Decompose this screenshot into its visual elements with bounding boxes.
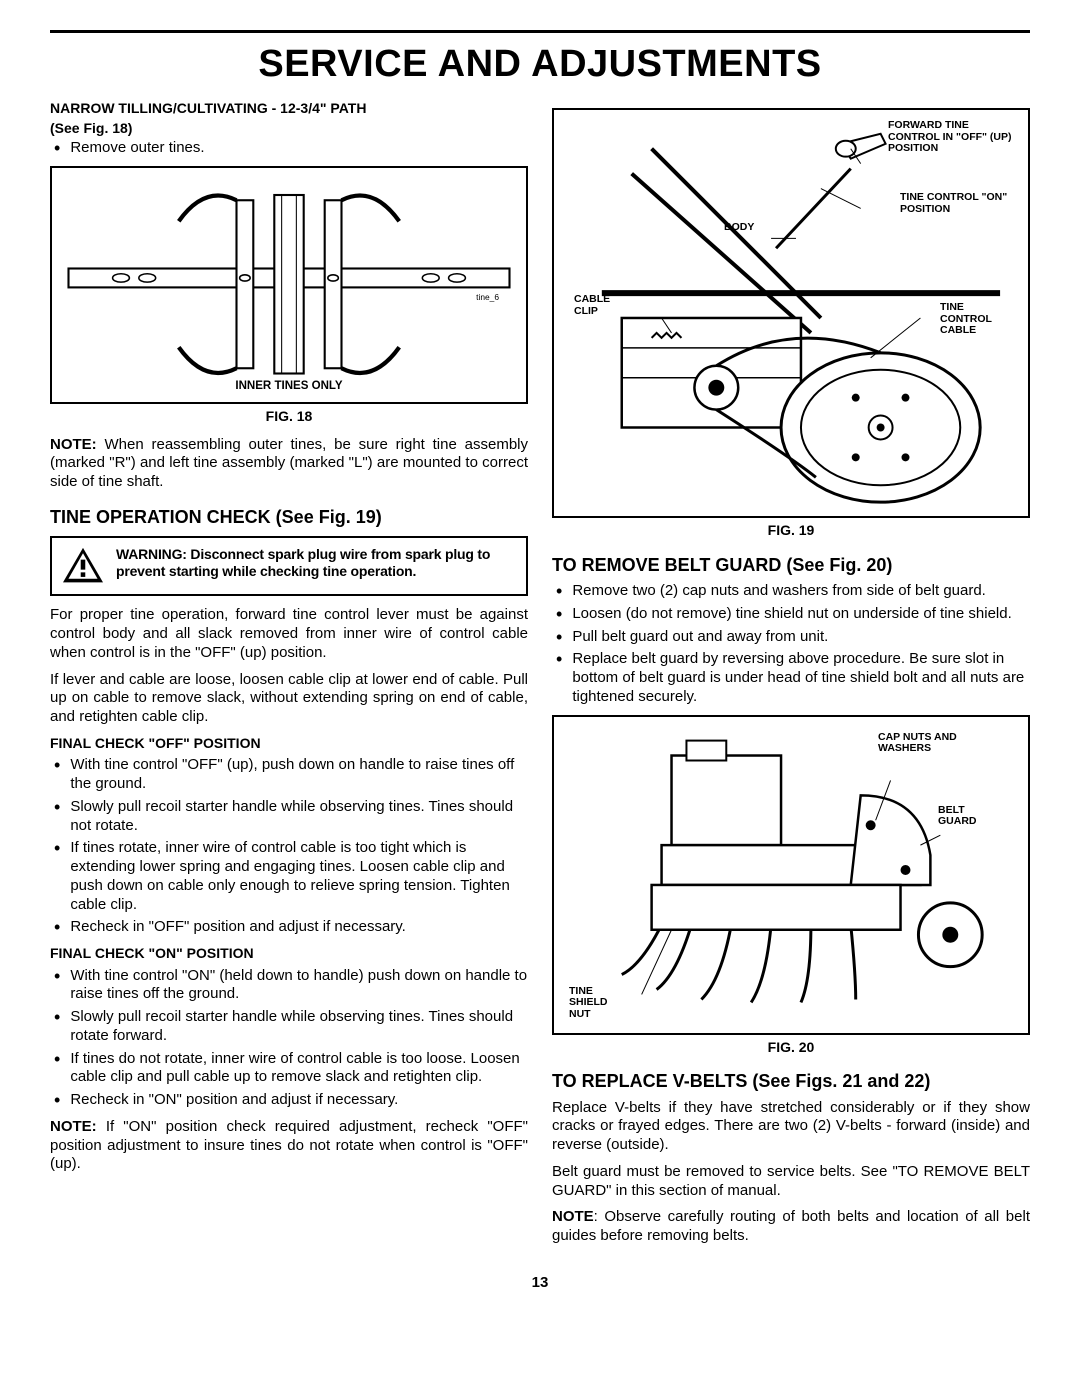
on-b3: If tines do not rotate, inner wire of co… [70,1050,528,1088]
tine6-label: tine_6 [476,292,499,302]
fig20-label-guard: BELT GUARD [938,805,998,828]
on-b1: With tine control "ON" (held down to han… [70,967,528,1005]
note-2: NOTE: If "ON" position check required ad… [50,1118,528,1174]
note-1: NOTE: When reassembling outer tines, be … [50,436,528,492]
remove-bullets: Remove two (2) cap nuts and washers from… [552,582,1030,707]
off-b4: Recheck in "OFF" position and adjust if … [70,918,406,937]
fig19-caption: FIG. 19 [552,522,1030,540]
right-column: FORWARD TINE CONTROL IN "OFF" (UP) POSIT… [552,100,1030,1254]
two-column-layout: NARROW TILLING/CULTIVATING - 12-3/4" PAT… [50,100,1030,1254]
remove-b2: Loosen (do not remove) tine shield nut o… [572,605,1011,624]
fig19-label-cable: TINE CONTROL CABLE [940,302,1010,337]
fig19-label-on: TINE CONTROL "ON" POSITION [900,192,1010,215]
fig20-label-caps: CAP NUTS AND WASHERS [878,732,988,755]
tine-para-1: For proper tine operation, forward tine … [50,606,528,662]
off-heading: FINAL CHECK "OFF" POSITION [50,735,528,753]
page-number: 13 [50,1274,1030,1291]
figure-20-svg [562,725,1020,1025]
page-title: SERVICE AND ADJUSTMENTS [50,43,1030,86]
warning-text: WARNING: Disconnect spark plug wire from… [116,546,518,580]
tine-op-heading: TINE OPERATION CHECK (See Fig. 19) [50,506,528,529]
note-1-label: NOTE: [50,436,97,453]
on-b4: Recheck in "ON" position and adjust if n… [70,1091,398,1110]
narrow-bullet-1: Remove outer tines. [70,139,204,158]
narrow-tilling-heading-1: NARROW TILLING/CULTIVATING - 12-3/4" PAT… [50,100,528,118]
remove-b4: Replace belt guard by reversing above pr… [572,650,1030,706]
replace-p1: Replace V-belts if they have stretched c… [552,1099,1030,1155]
figure-18-svg: tine_6 INNER TINES ONLY [58,174,520,395]
note-1-text: When reassembling outer tines, be sure r… [50,436,528,491]
replace-p2: Belt guard must be removed to service be… [552,1163,1030,1201]
replace-note: NOTE: Observe carefully routing of both … [552,1208,1030,1246]
remove-b3: Pull belt guard out and away from unit. [572,628,828,647]
figure-20-box: CAP NUTS AND WASHERS BELT GUARD TINE SHI… [552,715,1030,1035]
remove-b1: Remove two (2) cap nuts and washers from… [572,582,986,601]
off-b1: With tine control "OFF" (up), push down … [70,756,528,794]
off-bullets: With tine control "OFF" (up), push down … [50,756,528,937]
replace-heading: TO REPLACE V-BELTS (See Figs. 21 and 22) [552,1070,1030,1093]
on-b2: Slowly pull recoil starter handle while … [70,1008,528,1046]
narrow-tilling-heading-2: (See Fig. 18) [50,120,528,138]
figure-19-box: FORWARD TINE CONTROL IN "OFF" (UP) POSIT… [552,108,1030,518]
warning-icon [60,546,106,586]
fig19-label-body: BODY [724,222,754,234]
fig18-caption: FIG. 18 [50,408,528,426]
fig20-caption: FIG. 20 [552,1039,1030,1057]
on-heading: FINAL CHECK "ON" POSITION [50,945,528,963]
fig19-label-forward: FORWARD TINE CONTROL IN "OFF" (UP) POSIT… [888,120,1018,155]
remove-heading: TO REMOVE BELT GUARD (See Fig. 20) [552,554,1030,577]
note-2-text: If "ON" position check required adjustme… [50,1118,528,1173]
narrow-bullets: Remove outer tines. [50,139,528,158]
left-column: NARROW TILLING/CULTIVATING - 12-3/4" PAT… [50,100,528,1254]
warning-box: WARNING: Disconnect spark plug wire from… [50,536,528,596]
note-2-label: NOTE: [50,1118,97,1135]
replace-note-text: : Observe carefully routing of both belt… [552,1208,1030,1244]
off-b2: Slowly pull recoil starter handle while … [70,798,528,836]
replace-note-label: NOTE [552,1208,594,1225]
fig19-label-clip: CABLE CLIP [574,294,624,317]
off-b3: If tines rotate, inner wire of control c… [70,839,528,914]
on-bullets: With tine control "ON" (held down to han… [50,967,528,1110]
inner-tines-label: INNER TINES ONLY [235,380,343,392]
tine-para-2: If lever and cable are loose, loosen cab… [50,671,528,727]
fig20-label-shield: TINE SHIELD NUT [569,986,629,1021]
figure-18-box: tine_6 INNER TINES ONLY [50,166,528,404]
top-rule [50,30,1030,33]
